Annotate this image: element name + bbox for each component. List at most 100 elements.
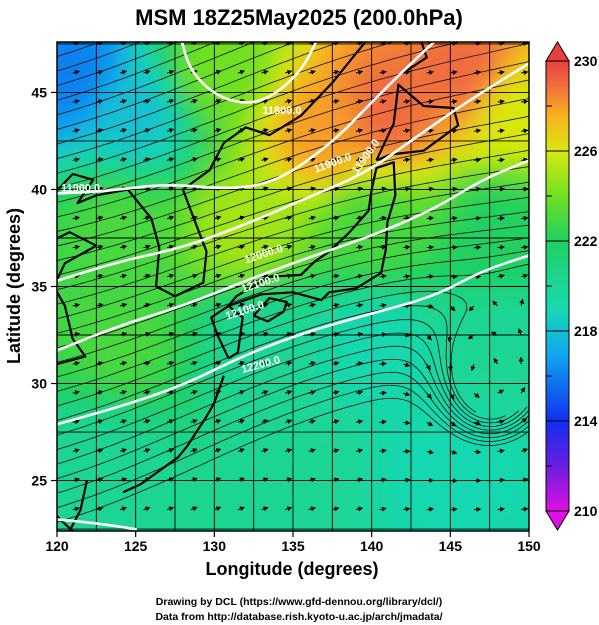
field-cell: [257, 162, 278, 183]
field-cell: [57, 62, 78, 83]
field-cell: [377, 522, 398, 531]
field-cell: [57, 42, 78, 43]
wind-arrow: [190, 390, 198, 395]
field-cell: [397, 102, 418, 123]
wind-arrow: [96, 506, 104, 512]
streamline: [57, 42, 529, 189]
wind-arrow: [143, 448, 151, 454]
wind-arrow: [214, 128, 222, 133]
field-cell: [117, 442, 138, 463]
field-cell: [397, 522, 418, 531]
field-cell: [477, 122, 498, 143]
field-cell: [57, 362, 78, 383]
field-cell: [397, 542, 418, 563]
field-cell: [477, 542, 498, 563]
field-cell: [497, 42, 518, 43]
field-cell: [257, 442, 278, 463]
wind-arrow: [284, 128, 293, 133]
field-cell: [57, 402, 58, 423]
field-cell: [517, 462, 529, 483]
field-cell: [337, 442, 358, 463]
field-cell: [257, 522, 278, 531]
field-cell: [117, 522, 138, 531]
field-cell: [177, 142, 198, 163]
height-contour-4: [57, 254, 529, 426]
wind-arrow: [214, 244, 222, 250]
field-cell: [457, 482, 478, 503]
field-cell: [137, 162, 158, 183]
wind-arrow: [190, 128, 198, 133]
wind-arrow: [355, 302, 364, 308]
wind-arrow: [473, 392, 480, 398]
wind-arrow: [332, 99, 340, 104]
field-cell: [377, 482, 398, 503]
wind-arrow: [143, 215, 151, 221]
field-cell: [117, 282, 138, 303]
wind-arrow: [190, 244, 198, 250]
colorbar-max-arrow: [545, 41, 570, 62]
wind-arrow: [426, 99, 435, 105]
field-cell: [177, 542, 198, 563]
wind-arrow: [119, 506, 128, 512]
field-cell: [317, 262, 338, 283]
streamline: [57, 332, 528, 450]
wind-arrow: [214, 302, 222, 308]
field-cell: [77, 442, 98, 463]
field-cell: [197, 122, 218, 143]
field-cell: [517, 122, 529, 143]
field-cell: [57, 202, 58, 223]
field-cell: [237, 162, 258, 183]
field-cell: [537, 22, 558, 43]
wind-arrow: [237, 448, 245, 453]
field-cell: [197, 262, 218, 283]
field-cell: [517, 502, 529, 523]
wind-arrow: [72, 215, 81, 221]
wind-arrow: [308, 69, 316, 75]
field-cell: [417, 42, 438, 63]
wind-arrow: [143, 390, 151, 395]
field-cell: [197, 422, 218, 443]
field-cell: [257, 142, 278, 163]
y-tick-label: 35: [31, 279, 47, 295]
wind-arrow: [426, 334, 432, 341]
field-cell: [97, 362, 118, 383]
wind-arrow: [426, 157, 435, 163]
field-cell: [417, 322, 438, 343]
field-cell: [497, 482, 518, 503]
wind-arrow: [355, 157, 364, 163]
field-cell: [177, 482, 198, 503]
wind-arrow: [166, 448, 175, 453]
field-cell: [437, 42, 458, 63]
field-cell: [177, 462, 198, 483]
field-cell: [377, 382, 398, 403]
field-cell: [497, 422, 518, 443]
field-cell: [297, 482, 318, 503]
field-cell: [417, 402, 438, 423]
wind-arrow: [426, 303, 435, 309]
wind-arrow: [166, 302, 175, 308]
field-cell: [57, 42, 58, 43]
field-cell: [417, 462, 438, 483]
field-cell: [517, 242, 529, 263]
field-cell: [97, 342, 118, 363]
field-cell: [497, 362, 518, 383]
field-cell: [77, 202, 98, 223]
wind-arrow: [332, 157, 340, 163]
field-cell: [97, 42, 118, 63]
field-cell: [97, 522, 118, 531]
y-tick-label: 30: [31, 376, 47, 392]
field-cell: [277, 402, 298, 423]
wind-arrow: [521, 128, 529, 134]
streamline: [57, 224, 529, 349]
field-cell: [497, 402, 518, 423]
field-cell: [397, 462, 418, 483]
colorbar-tick-label: 218: [574, 323, 598, 339]
wind-arrow: [497, 157, 505, 163]
field-cell: [397, 322, 418, 343]
wind-arrow: [285, 244, 293, 250]
field-cell: [117, 102, 138, 123]
wind-arrow: [308, 273, 317, 279]
wind-arrow: [379, 506, 387, 512]
field-cell: [57, 442, 58, 463]
colorbar-tick-label: 222: [574, 233, 598, 249]
